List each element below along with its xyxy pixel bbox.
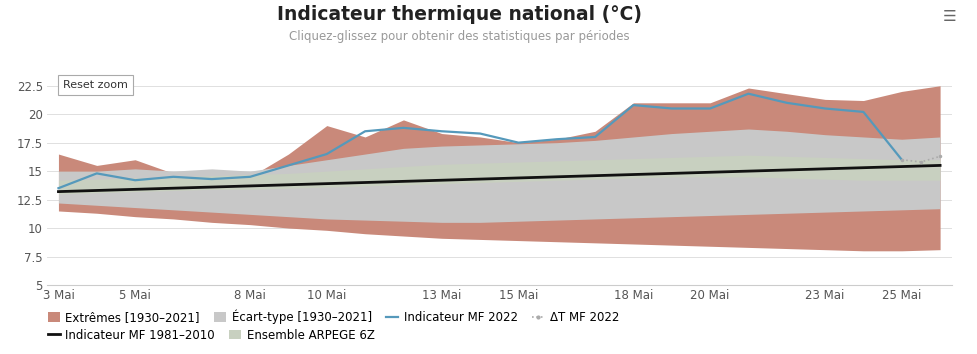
- Text: Reset zoom: Reset zoom: [64, 80, 128, 90]
- Legend: Extrêmes [1930–2021], Écart-type [1930–2021], Indicateur MF 2022, ΔT MF 2022: Extrêmes [1930–2021], Écart-type [1930–2…: [43, 305, 623, 329]
- Text: Indicateur thermique national (°C): Indicateur thermique national (°C): [276, 5, 642, 24]
- Legend: Indicateur MF 1981–2010, Ensemble ARPEGE 6Z: Indicateur MF 1981–2010, Ensemble ARPEGE…: [43, 324, 379, 346]
- Text: ☰: ☰: [942, 9, 956, 24]
- Text: Cliquez-glissez pour obtenir des statistiques par périodes: Cliquez-glissez pour obtenir des statist…: [289, 30, 629, 43]
